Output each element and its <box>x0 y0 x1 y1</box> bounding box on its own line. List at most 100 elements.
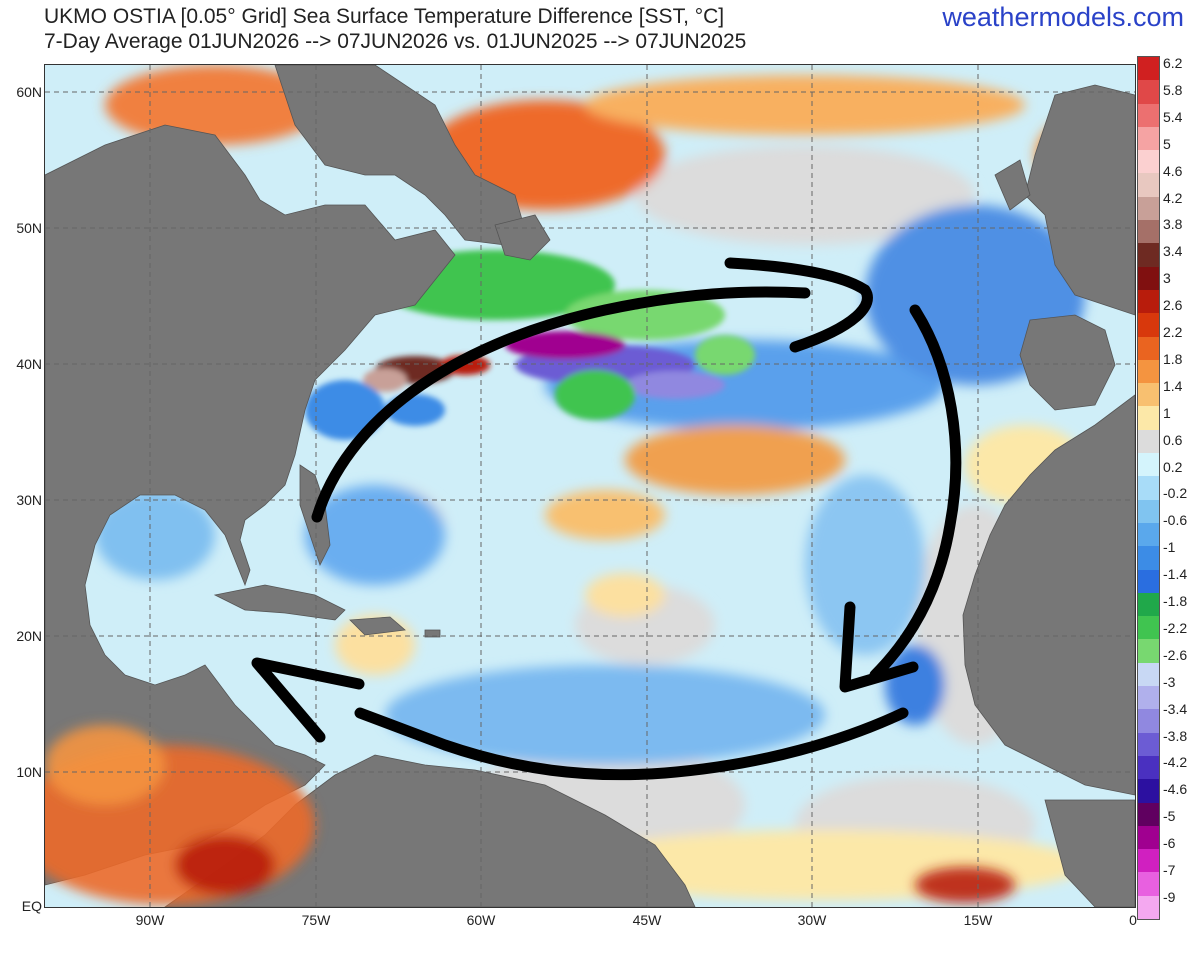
colorbar-segment <box>1138 895 1159 920</box>
brand-link[interactable]: weathermodels.com <box>942 2 1184 32</box>
colorbar-tick-label: 3.8 <box>1163 216 1183 233</box>
arrow-north-arc <box>311 286 811 523</box>
colorbar <box>1137 56 1160 920</box>
colorbar-tick-label: 1.4 <box>1163 377 1183 394</box>
colorbar-segment <box>1138 872 1159 897</box>
colorbar-segment <box>1138 57 1159 81</box>
map-svg <box>45 65 1135 907</box>
chart-title: UKMO OSTIA [0.05° Grid] Sea Surface Temp… <box>44 5 725 28</box>
lat-label: 20N <box>16 628 42 644</box>
colorbar-segment <box>1138 173 1159 198</box>
lat-label: EQ <box>21 898 42 914</box>
colorbar-segment <box>1138 383 1159 407</box>
colorbar-segment <box>1138 289 1159 314</box>
colorbar-segment <box>1138 755 1159 780</box>
colorbar-tick-label: -6 <box>1163 835 1176 852</box>
arrow-east-descent <box>869 304 962 681</box>
lat-label: 50N <box>16 220 42 236</box>
colorbar-tick-label: -4.6 <box>1163 781 1188 798</box>
colorbar-segment <box>1138 80 1159 105</box>
arrow-northeast-hook <box>724 257 873 353</box>
colorbar-tick-label: -3.4 <box>1163 700 1188 717</box>
colorbar-segment <box>1138 126 1159 151</box>
colorbar-segment <box>1138 196 1159 221</box>
colorbar-segment <box>1138 313 1159 338</box>
colorbar-tick-label: -4.2 <box>1163 754 1188 771</box>
colorbar-segment <box>1138 103 1159 128</box>
gyre-arrows <box>251 257 962 781</box>
colorbar-segment <box>1138 220 1159 244</box>
colorbar-segment <box>1138 802 1159 827</box>
colorbar-tick-label: 0.6 <box>1163 431 1183 448</box>
colorbar-tick-label: 5.4 <box>1163 108 1183 125</box>
colorbar-tick-label: -0.6 <box>1163 512 1188 529</box>
colorbar-segment <box>1138 616 1159 640</box>
colorbar-segment <box>1138 569 1159 594</box>
colorbar-segment <box>1138 453 1159 477</box>
colorbar-segment <box>1138 662 1159 687</box>
colorbar-tick-label: -7 <box>1163 862 1176 879</box>
colorbar-segment <box>1138 732 1159 757</box>
lat-label: 40N <box>16 356 42 372</box>
lon-label: 30W <box>797 912 827 928</box>
colorbar-segment <box>1138 779 1159 803</box>
colorbar-tick-label: -3 <box>1163 673 1176 690</box>
lon-label: 45W <box>632 912 662 928</box>
colorbar-segment <box>1138 499 1159 524</box>
colorbar-tick-label: 3 <box>1163 270 1171 287</box>
lon-label: 15W <box>963 912 993 928</box>
colorbar-segment <box>1138 266 1159 291</box>
graticule <box>45 65 1135 907</box>
colorbar-segment <box>1138 150 1159 174</box>
colorbar-tick-label: 2.2 <box>1163 324 1183 341</box>
colorbar-tick-label: -9 <box>1163 889 1176 905</box>
lat-label: 30N <box>16 492 42 508</box>
colorbar-tick-label: 5 <box>1163 135 1171 152</box>
arrow-west-head <box>251 657 365 743</box>
colorbar-segment <box>1138 709 1159 734</box>
title-block: UKMO OSTIA [0.05° Grid] Sea Surface Temp… <box>44 4 844 54</box>
colorbar-segment <box>1138 359 1159 384</box>
colorbar-segment <box>1138 336 1159 361</box>
colorbar-tick-label: 4.2 <box>1163 189 1183 206</box>
colorbar-segment <box>1138 406 1159 431</box>
colorbar-tick-label: 3.4 <box>1163 243 1183 260</box>
colorbar-tick-label: 6.2 <box>1163 55 1183 71</box>
colorbar-tick-label: -1 <box>1163 539 1176 556</box>
colorbar-tick-label: -1.8 <box>1163 593 1188 610</box>
colorbar-tick-label: 1.8 <box>1163 350 1183 367</box>
colorbar-tick-label: -1.4 <box>1163 566 1188 583</box>
arrow-east-head <box>839 601 919 693</box>
land-masses <box>45 65 1135 907</box>
chart-subtitle: 7-Day Average 01JUN2026 --> 07JUN2026 vs… <box>44 30 747 53</box>
lon-label: 0 <box>1129 912 1137 928</box>
lon-label: 60W <box>466 912 496 928</box>
colorbar-tick-label: 5.8 <box>1163 81 1183 98</box>
lat-label: 60N <box>16 84 42 100</box>
tropical-warm-anomaly <box>45 725 1015 905</box>
colorbar-segment <box>1138 849 1159 873</box>
colorbar-tick-label: -3.8 <box>1163 727 1188 744</box>
colorbar-segment <box>1138 429 1159 454</box>
colorbar-segment <box>1138 639 1159 664</box>
colorbar-tick-label: 4.6 <box>1163 162 1183 179</box>
colorbar-tick-label: 1 <box>1163 404 1171 421</box>
colorbar-tick-label: 2.6 <box>1163 297 1183 314</box>
colorbar-segment <box>1138 476 1159 501</box>
colorbar-tick-label: 0.2 <box>1163 458 1183 475</box>
arrow-south-arc <box>354 707 909 781</box>
colorbar-segment <box>1138 546 1159 571</box>
lon-label: 75W <box>301 912 331 928</box>
colorbar-tick-label: -0.2 <box>1163 485 1188 502</box>
colorbar-segment <box>1138 686 1159 710</box>
colorbar-segment <box>1138 592 1159 617</box>
colorbar-segment <box>1138 825 1159 850</box>
colorbar-tick-label: -5 <box>1163 808 1176 825</box>
sst-anomaly-map <box>44 64 1136 908</box>
colorbar-segment <box>1138 243 1159 268</box>
colorbar-segment <box>1138 522 1159 547</box>
lat-label: 10N <box>16 764 42 780</box>
lon-label: 90W <box>135 912 165 928</box>
colorbar-tick-label: -2.6 <box>1163 646 1188 663</box>
colorbar-tick-label: -2.2 <box>1163 619 1188 636</box>
